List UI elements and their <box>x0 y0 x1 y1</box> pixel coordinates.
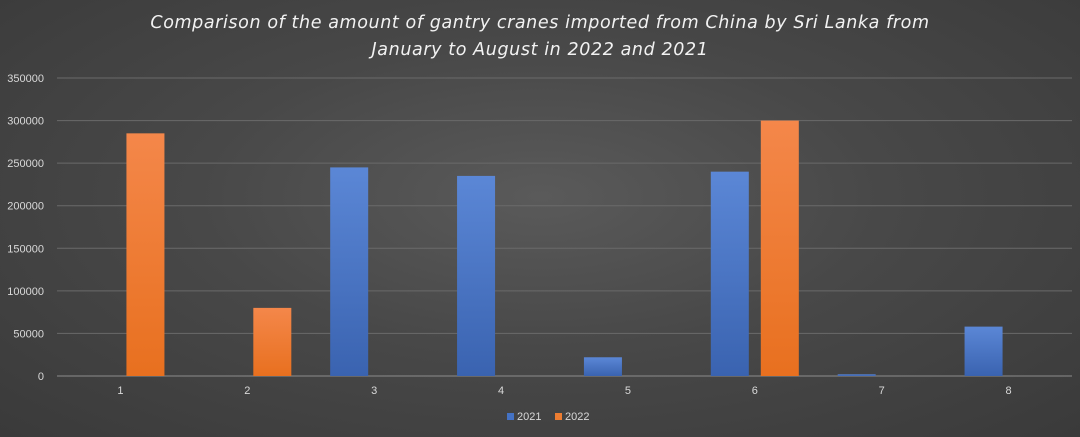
legend-swatch-2022 <box>555 413 562 420</box>
bar-2021-7 <box>837 374 876 376</box>
grid <box>57 77 1072 377</box>
legend-label-2021: 2021 <box>517 411 541 423</box>
y-tick-label: 350000 <box>7 73 44 85</box>
x-tick-label: 6 <box>752 385 758 397</box>
bar-2022-1 <box>126 133 165 376</box>
bar-2021-3 <box>330 167 369 376</box>
y-tick-label: 200000 <box>7 201 44 213</box>
x-tick-label: 5 <box>625 385 631 397</box>
legend: 2021 2022 <box>507 411 589 423</box>
bars <box>126 120 1003 376</box>
bar-2022-6 <box>760 120 799 376</box>
x-tick-label: 3 <box>371 385 377 397</box>
x-tick-label: 7 <box>879 385 885 397</box>
y-tick-label: 100000 <box>7 286 44 298</box>
y-tick-label: 300000 <box>7 116 44 128</box>
bar-2021-6 <box>710 171 749 376</box>
x-tick-label: 1 <box>117 385 123 397</box>
x-tick-label: 8 <box>1006 385 1012 397</box>
chart-title-line-2: January to August in 2022 and 2021 <box>369 40 709 60</box>
y-tick-label: 150000 <box>7 243 44 255</box>
bar-2022-2 <box>253 307 292 376</box>
x-tick-label: 2 <box>244 385 250 397</box>
x-tick-label: 4 <box>498 385 504 397</box>
bar-2021-4 <box>457 175 496 376</box>
bar-2021-5 <box>583 357 622 376</box>
y-tick-label: 250000 <box>7 158 44 170</box>
chart-title-line-1: Comparison of the amount of gantry crane… <box>150 13 929 33</box>
bar-2021-8 <box>964 326 1003 376</box>
y-axis-ticks: 0 50000 100000 150000 200000 250000 300000 3500… <box>7 73 44 383</box>
x-axis-ticks: 1 2 3 4 5 6 7 8 <box>117 385 1011 397</box>
y-tick-label: 0 <box>38 371 44 383</box>
y-tick-label: 50000 <box>13 328 44 340</box>
legend-label-2022: 2022 <box>565 411 589 423</box>
legend-swatch-2021 <box>507 413 514 420</box>
